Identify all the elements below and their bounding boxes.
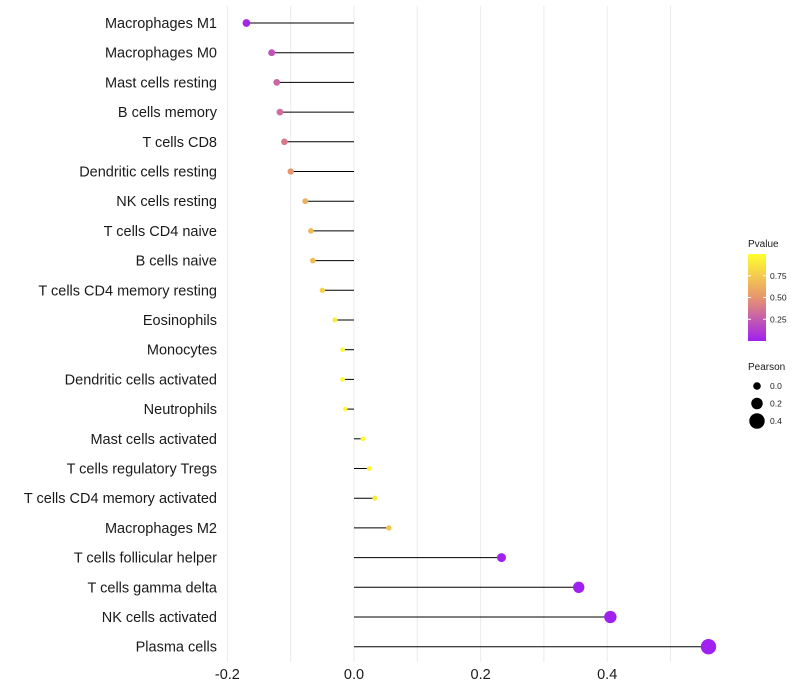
lollipop-dot	[276, 108, 284, 116]
colorbar-tick-label: 0.25	[770, 314, 787, 324]
category-label: Macrophages M1	[105, 16, 217, 32]
lollipop-dot	[342, 406, 348, 412]
pvalue-legend-title: Pvalue	[748, 239, 779, 250]
lollipop-dot	[497, 553, 506, 563]
category-label: NK cells activated	[102, 610, 217, 626]
pearson-size-key	[751, 397, 763, 410]
category-label: Mast cells activated	[90, 432, 217, 448]
dot-layer	[242, 19, 717, 655]
colorbar-tick-label: 0.75	[770, 271, 787, 281]
pearson-legend-title: Pearson	[748, 362, 785, 373]
pvalue-colorbar	[748, 254, 766, 341]
pearson-size-label: 0.0	[770, 381, 782, 391]
lollipop-dot	[273, 79, 281, 86]
category-label: Neutrophils	[144, 402, 217, 418]
category-label: T cells follicular helper	[74, 551, 217, 567]
lollipop-dot	[360, 436, 366, 442]
category-label: T cells regulatory Tregs	[67, 462, 217, 478]
lollipop-dot	[287, 168, 294, 175]
pearson-size-label: 0.4	[770, 416, 782, 426]
category-label: Monocytes	[147, 343, 217, 359]
lollipop-dot	[310, 257, 316, 264]
pearson-size-label: 0.2	[770, 399, 782, 409]
category-label: Macrophages M0	[105, 46, 217, 62]
category-label: Eosinophils	[143, 313, 217, 329]
x-tick-labels: -0.2 0.0 0.2 0.4	[215, 667, 617, 683]
category-labels: Macrophages M1 Macrophages M0 Mast cells r…	[24, 16, 218, 656]
lollipop-dot	[281, 138, 288, 146]
colorbar-tick-label: 0.50	[770, 293, 787, 303]
category-label: T cells CD4 memory resting	[38, 283, 217, 299]
lollipop-dot	[372, 495, 378, 501]
stem-layer	[246, 22, 709, 648]
category-label: B cells naive	[136, 254, 217, 270]
lollipop-dot	[386, 525, 392, 531]
lollipop-dot	[308, 228, 314, 234]
x-tick-label: 0.4	[597, 667, 617, 683]
category-label: Plasma cells	[136, 640, 217, 656]
category-label: T cells CD4 memory activated	[24, 491, 217, 507]
lollipop-dot	[700, 639, 717, 655]
x-tick-label: 0.2	[471, 667, 491, 683]
category-label: NK cells resting	[116, 194, 217, 210]
x-tick-label: -0.2	[215, 667, 240, 683]
lollipop-dot	[242, 19, 251, 27]
pearson-legend: Pearson 0.0 0.2 0.4	[748, 362, 785, 429]
lollipop-dot	[573, 581, 585, 593]
category-label: Mast cells resting	[105, 75, 217, 91]
category-label: Dendritic cells activated	[65, 372, 217, 388]
lollipop-dot	[319, 287, 326, 293]
lollipop-dot	[302, 198, 309, 205]
category-label: B cells memory	[118, 105, 218, 121]
category-label: T cells CD8	[142, 135, 217, 151]
lollipop-dot	[366, 466, 372, 471]
pearson-size-key	[749, 413, 765, 429]
category-label: T cells gamma delta	[88, 580, 218, 596]
x-tick-label: 0.0	[344, 667, 364, 683]
lollipop-dot	[332, 317, 338, 323]
lollipop-dot	[268, 49, 276, 57]
grid-layer	[226, 6, 671, 662]
category-label: Macrophages M2	[105, 521, 217, 537]
lollipop-dot	[604, 610, 617, 624]
lollipop-dot	[340, 377, 345, 382]
pvalue-legend: Pvalue 0.75 0.50 0.25	[748, 239, 787, 341]
lollipop-dot	[340, 347, 345, 353]
pearson-size-key	[753, 382, 761, 390]
category-label: Dendritic cells resting	[79, 165, 217, 181]
category-label: T cells CD4 naive	[104, 224, 217, 240]
